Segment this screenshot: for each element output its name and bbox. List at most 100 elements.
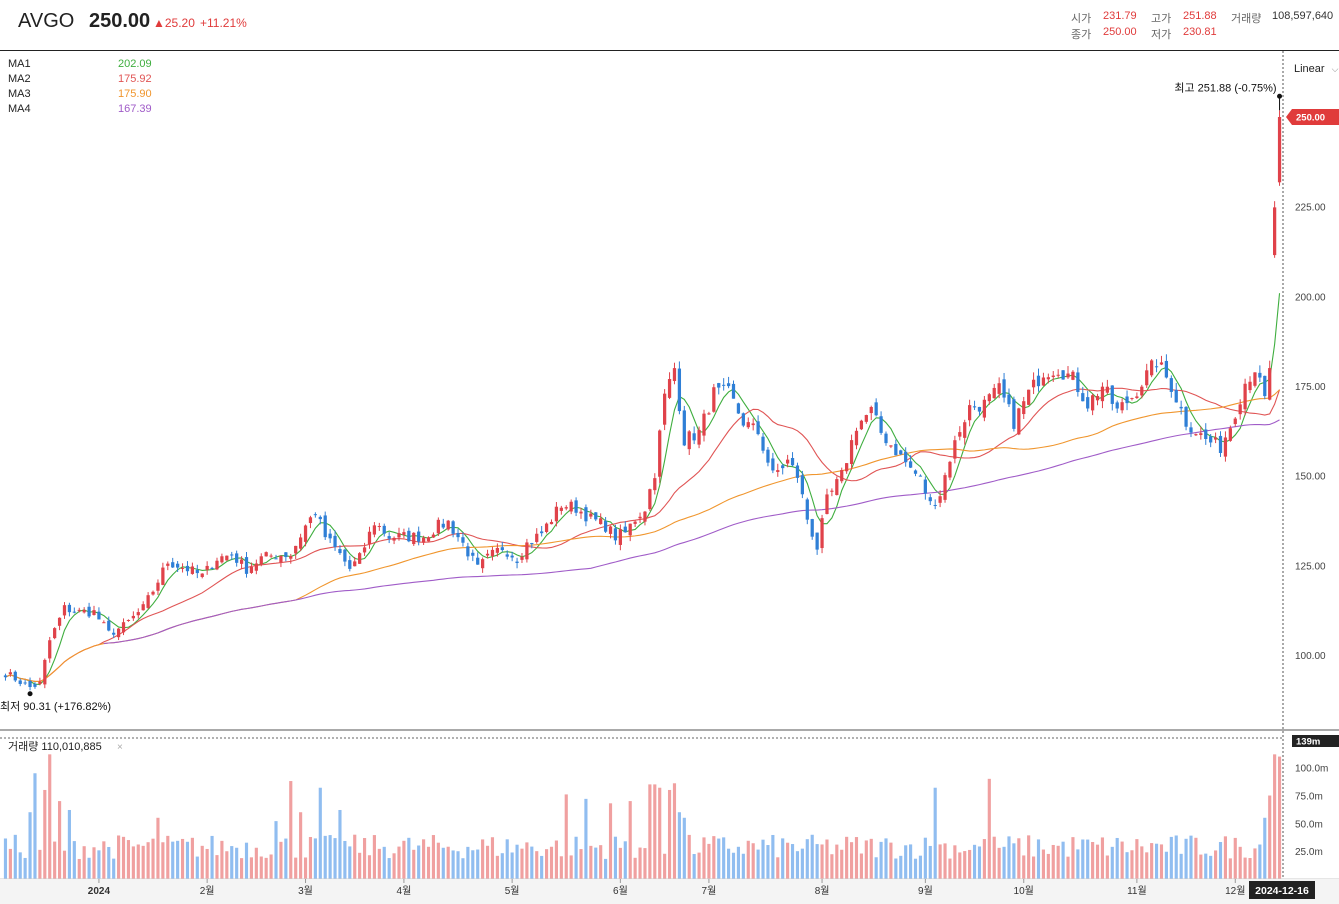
candle-body (825, 494, 829, 515)
volume-bar (195, 856, 199, 879)
candle (126, 619, 131, 622)
volume-bar (869, 838, 873, 879)
candle (417, 526, 421, 546)
candle (1268, 360, 1272, 401)
volume-bar (264, 857, 268, 879)
candle-body (594, 512, 598, 520)
candle-body (225, 555, 229, 561)
candle (1081, 386, 1085, 402)
volume-bar (8, 848, 12, 879)
candle-body (485, 553, 490, 556)
candle-body (687, 431, 691, 450)
candlestick-chart[interactable]: 100.00125.00150.00175.00200.00225.00250.… (0, 51, 1339, 904)
volume-bar (1100, 837, 1105, 879)
candle-body (599, 518, 603, 525)
candle (362, 542, 367, 556)
volume-bar (58, 801, 62, 879)
candle (1007, 388, 1011, 408)
candle-body (623, 526, 627, 533)
ma-legend-value: 175.90 (118, 88, 152, 100)
ma-legend-item[interactable]: MA1 202.09 (8, 58, 168, 73)
volume-bar (717, 838, 721, 879)
candle (726, 376, 731, 389)
volume-bar (1120, 841, 1124, 879)
scale-mode-label: Linear (1294, 63, 1325, 75)
volume-bar (589, 845, 593, 879)
candle-body (1223, 437, 1228, 457)
candle (456, 528, 460, 542)
candle (397, 527, 401, 541)
ma-legend-item[interactable]: MA4 167.39 (8, 103, 168, 118)
candle (348, 555, 352, 572)
volume-bar (102, 841, 106, 879)
candle (1209, 434, 1213, 448)
volume-bar (205, 848, 209, 879)
candle-body (1076, 372, 1080, 393)
candle-body (215, 560, 219, 570)
candle-body (1017, 408, 1021, 435)
volume-bar (618, 847, 622, 879)
ma-legend-item[interactable]: MA3 175.90 (8, 88, 168, 103)
candle-body (205, 565, 209, 570)
candle (712, 383, 716, 413)
volume-bar (756, 849, 760, 879)
volume-bar (1071, 837, 1075, 879)
candle-body (648, 489, 652, 510)
candle-body (38, 681, 42, 684)
candle (97, 607, 101, 620)
candle (717, 382, 721, 395)
volume-bar (830, 854, 834, 879)
candle-body (633, 521, 637, 524)
candle (908, 455, 913, 469)
candle (628, 523, 632, 542)
candle-body (456, 533, 460, 538)
volume-bar (707, 843, 711, 879)
ticker-symbol[interactable]: AVGO (18, 10, 75, 32)
candle (205, 561, 209, 575)
candle (33, 682, 37, 689)
quote-header: AVGO 250.00 ▲25.20 +11.21% 시가 231.79 고가 … (0, 0, 1339, 51)
candle-body (112, 632, 116, 635)
candle-body (899, 450, 903, 455)
candle-body (57, 617, 62, 626)
candle (254, 559, 258, 575)
candle-body (761, 436, 765, 451)
candle (284, 552, 288, 562)
candle (1120, 398, 1124, 414)
volume-bar (889, 842, 893, 879)
candle (298, 533, 303, 552)
candle (1150, 359, 1154, 378)
low-value: 230.81 (1183, 26, 1217, 38)
candle (239, 556, 244, 570)
candle (136, 608, 140, 619)
volume-bar (200, 845, 204, 879)
candle-body (953, 440, 957, 459)
candle (476, 552, 480, 565)
candle (358, 552, 362, 564)
candle-body (653, 478, 657, 491)
ma-legend-value: 202.09 (118, 58, 152, 70)
candle-body (451, 521, 455, 534)
candle-body (643, 511, 647, 522)
volume-bar (97, 850, 101, 879)
candle (131, 611, 135, 621)
volume-bar (692, 854, 696, 879)
scale-mode-button[interactable]: Linear ⌵ (1294, 63, 1338, 75)
candle-body (894, 443, 898, 456)
volume-bar (62, 850, 67, 879)
volume-bar (1273, 754, 1277, 879)
candle (107, 616, 111, 632)
candle-body (810, 519, 814, 537)
candle (648, 488, 652, 511)
ma-legend-item[interactable]: MA2 175.92 (8, 73, 168, 88)
volume-bar (1228, 858, 1232, 879)
candle-body (1041, 377, 1046, 386)
volume-bar (712, 836, 716, 879)
candle (23, 679, 27, 686)
candle-body (1204, 429, 1208, 439)
candle-body (746, 422, 750, 428)
candle-body (717, 383, 721, 388)
candle-body (972, 406, 977, 408)
candle-body (249, 566, 254, 573)
volume-bar (672, 783, 677, 879)
